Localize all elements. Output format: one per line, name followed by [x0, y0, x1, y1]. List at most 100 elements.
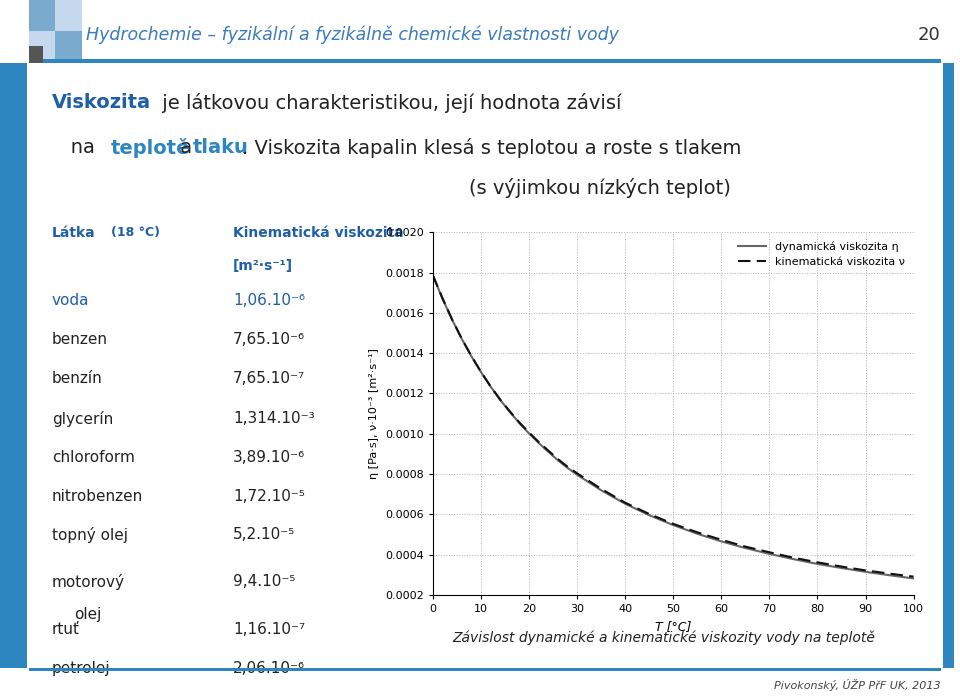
dynamická viskozita η — [836, 564, 848, 572]
X-axis label: T [°C]: T [°C] — [655, 619, 691, 633]
kinematická viskozita ν — [523, 428, 535, 437]
kinematická viskozita ν — [446, 315, 458, 324]
dynamická viskozita η — [542, 447, 554, 456]
kinematická viskozita ν — [667, 519, 679, 528]
Text: Látka: Látka — [52, 226, 95, 240]
Text: (s výjimkou nízkých teplot): (s výjimkou nízkých teplot) — [469, 178, 731, 198]
kinematická viskozita ν — [619, 498, 631, 507]
dynamická viskozita η — [595, 486, 607, 494]
Text: tlaku: tlaku — [192, 138, 249, 157]
Line: kinematická viskozita ν: kinematická viskozita ν — [433, 275, 914, 577]
Text: 2,06.10⁻⁶: 2,06.10⁻⁶ — [233, 661, 305, 677]
kinematická viskozita ν — [571, 469, 583, 477]
Text: chloroform: chloroform — [52, 450, 134, 465]
dynamická viskozita η — [475, 368, 487, 376]
kinematická viskozita ν — [504, 407, 516, 415]
Text: nitrobenzen: nitrobenzen — [52, 489, 143, 504]
kinematická viskozita ν — [562, 463, 573, 471]
Text: motorový: motorový — [52, 574, 125, 590]
Text: 7,65.10⁻⁶: 7,65.10⁻⁶ — [233, 332, 305, 347]
dynamická viskozita η — [552, 456, 564, 464]
kinematická viskozita ν — [691, 528, 703, 537]
Text: olej: olej — [75, 607, 102, 622]
dynamická viskozita η — [667, 521, 679, 529]
Text: 20: 20 — [918, 26, 941, 43]
dynamická viskozita η — [811, 560, 823, 568]
dynamická viskozita η — [456, 334, 468, 343]
kinematická viskozita ν — [494, 396, 506, 404]
dynamická viskozita η — [466, 352, 477, 360]
Text: rtuť: rtuť — [52, 622, 80, 637]
dynamická viskozita η — [619, 500, 631, 508]
Text: 7,65.10⁻⁷: 7,65.10⁻⁷ — [233, 371, 305, 387]
Text: glycerín: glycerín — [52, 410, 113, 426]
kinematická viskozita ν — [763, 548, 775, 556]
dynamická viskozita η — [787, 555, 799, 563]
dynamická viskozita η — [485, 382, 496, 391]
Text: topný olej: topný olej — [52, 527, 128, 543]
Text: teplotě: teplotě — [110, 138, 190, 159]
Text: (18 °C): (18 °C) — [110, 226, 159, 239]
Text: 1,72.10⁻⁵: 1,72.10⁻⁵ — [233, 489, 305, 504]
Text: benzen: benzen — [52, 332, 108, 347]
kinematická viskozita ν — [456, 334, 468, 343]
Text: petrolej: petrolej — [52, 661, 110, 677]
dynamická viskozita η — [504, 408, 516, 416]
Text: [m²·s⁻¹]: [m²·s⁻¹] — [233, 259, 294, 273]
dynamická viskozita η — [533, 439, 544, 447]
dynamická viskozita η — [494, 396, 506, 404]
Text: Viskozita: Viskozita — [52, 93, 151, 112]
Text: 1,16.10⁻⁷: 1,16.10⁻⁷ — [233, 622, 305, 637]
kinematická viskozita ν — [860, 566, 872, 575]
kinematická viskozita ν — [427, 271, 439, 280]
dynamická viskozita η — [715, 538, 727, 546]
dynamická viskozita η — [691, 530, 703, 538]
dynamická viskozita η — [739, 544, 751, 552]
kinematická viskozita ν — [715, 535, 727, 544]
kinematická viskozita ν — [466, 352, 477, 360]
kinematická viskozita ν — [542, 446, 554, 454]
dynamická viskozita η — [562, 463, 573, 472]
Text: 3,89.10⁻⁶: 3,89.10⁻⁶ — [233, 450, 305, 465]
kinematická viskozita ν — [485, 382, 496, 390]
kinematická viskozita ν — [552, 455, 564, 463]
Text: na: na — [52, 138, 101, 157]
kinematická viskozita ν — [437, 294, 448, 302]
kinematická viskozita ν — [884, 570, 896, 578]
Legend: dynamická viskozita η, kinematická viskozita ν: dynamická viskozita η, kinematická visko… — [734, 238, 908, 271]
Text: Pivokonský, ÚŽP PřF UK, 2013: Pivokonský, ÚŽP PřF UK, 2013 — [774, 679, 941, 691]
dynamická viskozita η — [523, 429, 535, 438]
kinematická viskozita ν — [643, 510, 655, 518]
Text: Hydrochemie – fyzikální a fyzikálně chemické vlastnosti vody: Hydrochemie – fyzikální a fyzikálně chem… — [86, 25, 619, 44]
Text: . Viskozita kapalin klesá s teplotou a roste s tlakem: . Viskozita kapalin klesá s teplotou a r… — [242, 138, 742, 159]
kinematická viskozita ν — [908, 572, 920, 581]
dynamická viskozita η — [571, 470, 583, 479]
kinematická viskozita ν — [595, 484, 607, 493]
Text: Závislost dynamické a kinematické viskozity vody na teplotě: Závislost dynamické a kinematické viskoz… — [452, 630, 875, 644]
Y-axis label: η [Pa·s], ν·10⁻³ [m²·s⁻¹]: η [Pa·s], ν·10⁻³ [m²·s⁻¹] — [370, 348, 379, 479]
Line: dynamická viskozita η: dynamická viskozita η — [433, 275, 914, 579]
dynamická viskozita η — [437, 294, 448, 303]
Text: Hydrochemie – 1. přednáška: Hydrochemie – 1. přednáška — [9, 291, 18, 440]
dynamická viskozita η — [514, 419, 525, 427]
dynamická viskozita η — [763, 549, 775, 558]
Text: a: a — [174, 138, 199, 157]
Text: 9,4.10⁻⁵: 9,4.10⁻⁵ — [233, 574, 296, 589]
dynamická viskozita η — [908, 575, 920, 583]
kinematická viskozita ν — [514, 418, 525, 426]
kinematická viskozita ν — [475, 368, 487, 376]
Text: voda: voda — [52, 293, 89, 308]
dynamická viskozita η — [427, 271, 439, 280]
Text: Kinematická viskozita: Kinematická viskozita — [233, 226, 404, 240]
dynamická viskozita η — [643, 511, 655, 519]
Text: 1,06.10⁻⁶: 1,06.10⁻⁶ — [233, 293, 305, 308]
Text: 1,314.10⁻³: 1,314.10⁻³ — [233, 410, 315, 426]
dynamická viskozita η — [884, 571, 896, 579]
kinematická viskozita ν — [533, 438, 544, 446]
kinematická viskozita ν — [811, 558, 823, 566]
Text: je látkovou charakteristikou, její hodnota závisí: je látkovou charakteristikou, její hodno… — [156, 93, 621, 113]
kinematická viskozita ν — [836, 563, 848, 571]
dynamická viskozita η — [860, 568, 872, 576]
Text: 5,2.10⁻⁵: 5,2.10⁻⁵ — [233, 527, 296, 542]
Text: benzín: benzín — [52, 371, 103, 387]
